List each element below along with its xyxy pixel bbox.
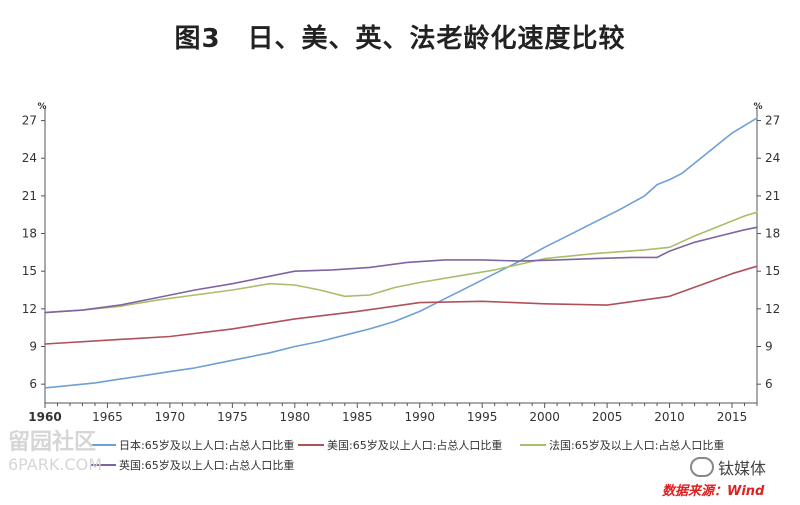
watermark-text: 留园社区 [8, 430, 97, 455]
x-tick-label: 2000 [529, 410, 560, 424]
wechat-icon [690, 457, 714, 477]
series-line-3 [44, 226, 758, 314]
x-tick-label: 1990 [404, 410, 435, 424]
legend-item-japan: 日本:65岁及以上人口:占总人口比重 [90, 437, 294, 453]
y-tick-label-left: 27 [22, 114, 37, 128]
y-tick-label-left: 18 [22, 227, 37, 241]
series-line-1 [44, 265, 758, 345]
y-tick-label-right: 27 [765, 114, 780, 128]
y-unit-left: % [37, 102, 46, 112]
y-tick-label-right: 24 [765, 151, 780, 165]
y-tick-label-right: 15 [765, 264, 780, 278]
x-tick-label: 1960 [28, 410, 61, 424]
series-line-2 [44, 211, 758, 314]
chart-title: 图3 日、美、英、法老龄化速度比较 [174, 24, 626, 54]
legend-label: 法国:65岁及以上人口:占总人口比重 [549, 439, 725, 452]
x-tick-label: 1975 [217, 410, 248, 424]
y-tick-label-left: 15 [22, 264, 37, 278]
x-tick-label: 1970 [155, 410, 186, 424]
legend-item-usa: 美国:65岁及以上人口:占总人口比重 [298, 437, 502, 453]
legend-label: 美国:65岁及以上人口:占总人口比重 [327, 439, 503, 452]
watermark-6park: 留园社区 6PARK.COM [8, 430, 102, 474]
data-source: 数据来源：Wind [662, 484, 765, 499]
x-tick-label: 2010 [654, 410, 685, 424]
legend-swatch [520, 444, 546, 446]
legend-swatch [298, 444, 324, 446]
y-tick-label-left: 6 [29, 377, 37, 391]
y-tick-label-right: 18 [765, 227, 780, 241]
legend-label: 英国:65岁及以上人口:占总人口比重 [119, 459, 295, 472]
legend-swatch [90, 464, 116, 466]
legend-item-france: 法国:65岁及以上人口:占总人口比重 [520, 437, 724, 453]
y-tick-label-right: 12 [765, 302, 780, 316]
watermark-url: 6PARK.COM [8, 455, 103, 474]
series-line-0 [44, 117, 758, 389]
watermark-tmtpost: 钛媒体 [690, 455, 766, 479]
y-tick-label-left: 12 [22, 302, 37, 316]
y-unit-right: % [753, 102, 762, 112]
x-tick-label: 2015 [717, 410, 748, 424]
y-tick-label-right: 21 [765, 189, 780, 203]
y-tick-label-left: 24 [22, 151, 37, 165]
legend-item-uk: 英国:65岁及以上人口:占总人口比重 [90, 457, 294, 473]
y-tick-label-right: 9 [765, 340, 773, 354]
legend-label: 日本:65岁及以上人口:占总人口比重 [119, 439, 295, 452]
y-tick-label-left: 9 [29, 340, 37, 354]
x-tick-label: 1965 [92, 410, 123, 424]
y-tick-label-left: 21 [22, 189, 37, 203]
y-tick-label-right: 6 [765, 377, 773, 391]
x-tick-label: 2005 [592, 410, 623, 424]
x-tick-label: 1985 [342, 410, 373, 424]
legend-swatch [90, 444, 116, 446]
watermark-brand: 钛媒体 [718, 459, 767, 478]
x-tick-label: 1980 [280, 410, 311, 424]
x-tick-label: 1995 [467, 410, 498, 424]
